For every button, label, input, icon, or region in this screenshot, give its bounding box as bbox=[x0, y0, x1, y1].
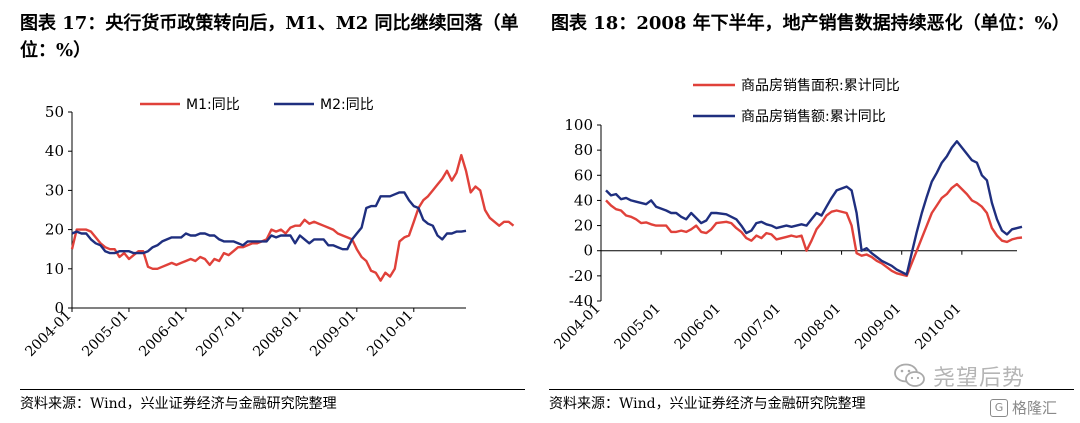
wechat-account-name: 尧望后势 bbox=[933, 366, 1026, 391]
y-tick-label: 40 bbox=[45, 142, 64, 160]
x-tick-label: 2004-01 bbox=[22, 308, 74, 360]
x-tick-label: 2005-01 bbox=[612, 301, 664, 353]
x-tick-label: 2007-01 bbox=[193, 308, 245, 360]
legend-label-1: 商品房销售面积:累计同比 bbox=[741, 78, 900, 94]
brand-watermark: G 格隆汇 bbox=[990, 397, 1080, 419]
series-line-2 bbox=[605, 140, 1023, 276]
y-tick-label: 80 bbox=[574, 141, 593, 159]
x-tick-label: 2008-01 bbox=[250, 308, 302, 360]
y-tick-label: 30 bbox=[45, 181, 64, 199]
y-tick-label: -20 bbox=[569, 267, 593, 285]
x-tick-label: 2009-01 bbox=[852, 301, 904, 353]
source-note-right: 资料来源：Wind，兴业证券经济与金融研究院整理 bbox=[549, 396, 866, 412]
x-tick-label: 2010-01 bbox=[912, 301, 964, 353]
legend-label-1: M1:同比 bbox=[186, 97, 240, 113]
y-tick-label: 40 bbox=[574, 191, 593, 209]
wechat-icon bbox=[894, 363, 925, 387]
x-tick-label: 2006-01 bbox=[136, 308, 188, 360]
y-tick-label: 50 bbox=[45, 103, 64, 121]
y-tick-label: 20 bbox=[574, 217, 593, 235]
y-tick-label: 0 bbox=[583, 242, 593, 260]
wechat-watermark: 尧望后势 bbox=[893, 360, 1073, 391]
y-tick-label: 10 bbox=[45, 260, 64, 278]
x-tick-label: 2009-01 bbox=[307, 308, 359, 360]
y-tick-label: 100 bbox=[564, 116, 593, 134]
x-tick-label: 2008-01 bbox=[792, 301, 844, 353]
y-tick-label: 60 bbox=[574, 166, 593, 184]
source-rule-right bbox=[549, 389, 1074, 390]
source-rule-left bbox=[20, 389, 525, 390]
chart-title-17: 图表 17：央行货币政策转向后，M1、M2 同比继续回落（单位：%） bbox=[20, 13, 519, 61]
x-tick-label: 2005-01 bbox=[79, 308, 131, 360]
x-tick-label: 2010-01 bbox=[364, 308, 416, 360]
x-tick-label: 2006-01 bbox=[672, 301, 724, 353]
figure-18: 图表 18：2008 年下半年，地产销售数据持续恶化（单位：%） -40 -20 0… bbox=[545, 0, 1080, 423]
y-tick-label: 20 bbox=[45, 221, 64, 239]
brand-logo-icon: G bbox=[990, 399, 1008, 417]
figure-17: 图表 17：央行货币政策转向后，M1、M2 同比继续回落（单位：%） 0 10 20… bbox=[0, 0, 530, 423]
series-line-2 bbox=[71, 191, 467, 255]
legend-label-2: M2:同比 bbox=[320, 97, 374, 113]
chart-title-18: 图表 18：2008 年下半年，地产销售数据持续恶化（单位：%） bbox=[551, 13, 1070, 34]
series-line-1 bbox=[605, 182, 1023, 278]
brand-name: 格隆汇 bbox=[1012, 399, 1058, 417]
series-line-1 bbox=[70, 153, 515, 282]
source-note-left: 资料来源：Wind，兴业证券经济与金融研究院整理 bbox=[20, 396, 337, 412]
y-tick-label: -40 bbox=[569, 292, 593, 310]
x-tick-label: 2007-01 bbox=[732, 301, 784, 353]
legend-label-2: 商品房销售额:累计同比 bbox=[741, 109, 886, 125]
y-tick-label: 0 bbox=[54, 299, 64, 317]
